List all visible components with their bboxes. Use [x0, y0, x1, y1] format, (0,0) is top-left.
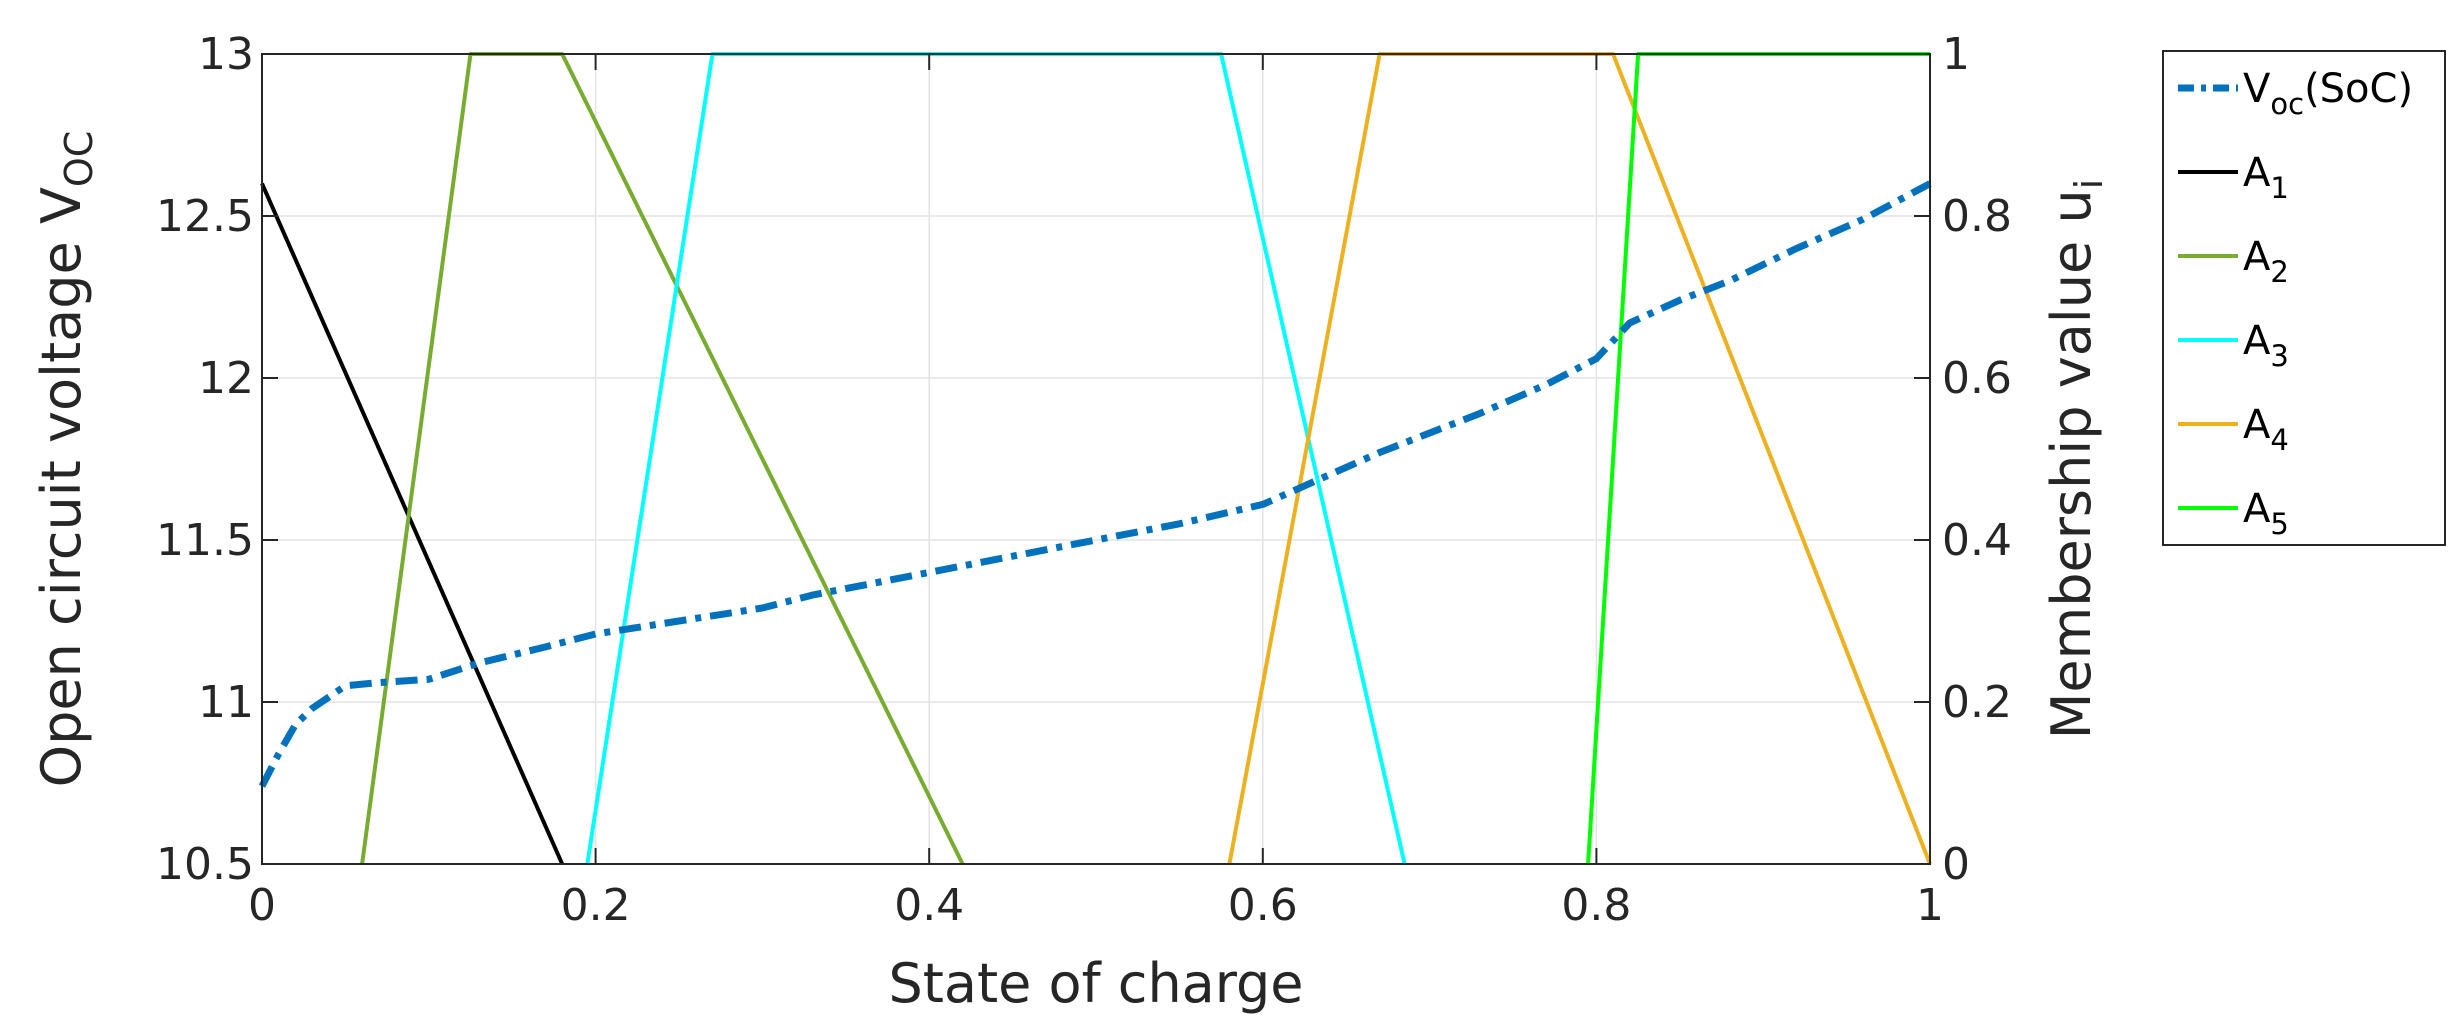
legend-label-a3: A3 [2243, 318, 2289, 373]
y-axis-right-label-sub: i [2067, 179, 2111, 190]
y-right-tick-label: 1 [1942, 29, 1970, 80]
x-tick-label: 0 [248, 880, 276, 931]
y-right-tick-label: 0.8 [1942, 191, 2012, 242]
legend-entries: Voc(SoC) A1 A2 A3 A4 A5 [2178, 66, 2413, 541]
x-axis-label: State of charge [888, 952, 1303, 1015]
y-axis-left-label-sub: OC [57, 131, 101, 187]
legend: Voc(SoC) A1 A2 A3 A4 A5 [2162, 50, 2446, 546]
legend-box [2162, 50, 2446, 546]
y-left-tick-label: 13 [198, 29, 254, 80]
y-left-tick-label: 11 [198, 677, 254, 728]
series-line-voc [258, 180, 1932, 788]
y-axis-left-label: Open circuit voltage VOC [30, 131, 101, 788]
y-left-tick-label: 10.5 [156, 839, 254, 890]
axes: 0 0.2 0.4 0.6 0.8 1 10.5 11 11.5 12 12.5 13 0 0.2 0.4 0… [156, 29, 2012, 931]
legend-label-a1: A1 [2243, 150, 2289, 205]
y-right-tick-label: 0.6 [1942, 353, 2012, 404]
y-right-tick-label: 0.2 [1942, 677, 2012, 728]
legend-label-a4: A4 [2243, 402, 2289, 457]
y-left-tick-label: 12 [198, 353, 254, 404]
x-tick-label: 0.8 [1561, 880, 1631, 931]
y-axis-right-label-main: Membership value u [2040, 189, 2103, 739]
y-left-tick-label: 12.5 [156, 191, 254, 242]
plot-frame [261, 53, 1931, 865]
y-right-tick-label: 0.4 [1942, 515, 2012, 566]
x-tick-label: 0.2 [561, 880, 631, 931]
x-tick-label: 0.6 [1228, 880, 1298, 931]
y-axis-right-label: Membership value ui [2040, 179, 2111, 739]
series-line-a1 [260, 182, 565, 865]
legend-label-voc: Voc(SoC) [2243, 66, 2413, 121]
y-left-tick-label: 11.5 [156, 515, 254, 566]
legend-label-a5: A5 [2243, 486, 2289, 541]
legend-label-a2: A2 [2243, 234, 2289, 289]
plot-background [262, 54, 1930, 864]
y-axis-left-label-main: Open circuit voltage V [30, 187, 93, 787]
x-tick-label: 1 [1916, 880, 1944, 931]
x-tick-label: 0.4 [894, 880, 964, 931]
y-right-tick-label: 0 [1942, 839, 1970, 890]
